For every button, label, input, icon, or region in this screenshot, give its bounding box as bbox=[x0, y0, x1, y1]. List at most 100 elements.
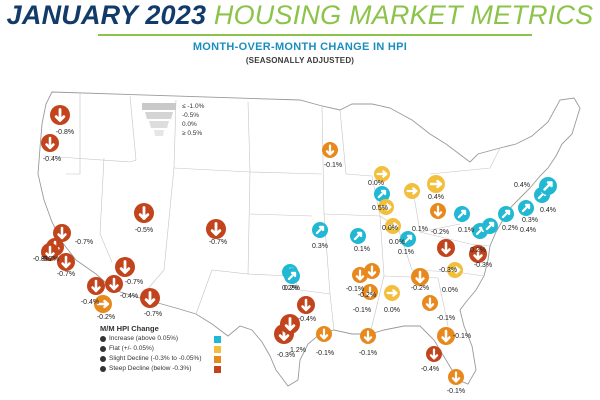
arrow-down-icon bbox=[425, 297, 435, 309]
legend-label: Increase (above 0.05%) bbox=[109, 335, 179, 342]
arrow-up-icon bbox=[543, 181, 553, 191]
marker-value-label: -0.2% bbox=[430, 229, 450, 236]
legend-swatch-slight-decline bbox=[214, 356, 221, 363]
us-map bbox=[37, 91, 581, 387]
marker-value-label: -0.4% bbox=[420, 366, 440, 373]
arrow-up-icon bbox=[287, 271, 297, 281]
market-marker-steep bbox=[426, 346, 442, 362]
market-marker-slight bbox=[316, 326, 332, 342]
arrow-down-icon bbox=[54, 108, 66, 122]
arrow-right-icon bbox=[380, 203, 392, 211]
marker-value-label: 0.2% bbox=[470, 247, 486, 254]
market-marker-slight bbox=[352, 267, 368, 283]
scale-shape-1 bbox=[142, 103, 176, 110]
legend-swatch-steep-decline bbox=[214, 366, 221, 373]
marker-value-label: 0.2% bbox=[282, 285, 298, 292]
market-marker-slight bbox=[411, 268, 429, 286]
marker-value-label: -0.1% bbox=[345, 286, 365, 293]
market-marker-steep bbox=[41, 134, 59, 152]
legend-item-steep-decline: Steep Decline (below -0.3%) bbox=[100, 365, 228, 375]
scale-label-1: ≤ -1.0% bbox=[182, 103, 205, 110]
arrow-up-icon bbox=[353, 231, 363, 241]
marker-value-label: -0.1% bbox=[436, 315, 456, 322]
marker-value-label: -0.4% bbox=[42, 156, 62, 163]
arrow-down-icon bbox=[429, 348, 439, 360]
arrow-down-icon bbox=[319, 328, 329, 340]
market-marker-increase bbox=[454, 206, 470, 222]
arrow-down-icon bbox=[415, 270, 425, 284]
marker-value-label: -0.1% bbox=[452, 333, 472, 340]
market-marker-steep bbox=[87, 277, 105, 295]
arrow-up-icon bbox=[485, 221, 495, 231]
arrow-up-icon bbox=[377, 189, 387, 199]
scale-shape-2 bbox=[145, 112, 173, 119]
arrow-down-icon bbox=[284, 317, 296, 331]
market-marker-steep bbox=[57, 253, 75, 271]
title-date: JANUARY 2023 bbox=[6, 0, 207, 30]
arrow-right-icon bbox=[406, 187, 418, 195]
scale-key-shapes bbox=[142, 103, 176, 136]
marker-value-label: 0.2% bbox=[284, 285, 300, 292]
market-marker-increase bbox=[498, 206, 514, 222]
market-marker-flat bbox=[404, 183, 420, 199]
arrow-down-icon bbox=[367, 265, 377, 277]
arrow-up-icon bbox=[403, 234, 413, 244]
arrow-down-icon bbox=[473, 247, 483, 261]
arrow-down-icon bbox=[144, 291, 156, 305]
arrow-down-icon bbox=[210, 222, 222, 236]
marker-value-label: -0.3% bbox=[438, 267, 458, 274]
marker-value-label: 0.2% bbox=[502, 225, 518, 232]
market-marker-flat bbox=[385, 218, 401, 234]
arrow-down-icon bbox=[363, 330, 373, 342]
market-marker-steep bbox=[115, 257, 135, 277]
marker-value-label: -0.1% bbox=[323, 162, 343, 169]
market-marker-slight bbox=[422, 295, 438, 311]
scale-shape-3 bbox=[149, 121, 169, 128]
arrow-down-icon bbox=[91, 279, 101, 293]
market-marker-flat bbox=[384, 285, 400, 301]
market-marker-increase bbox=[539, 177, 557, 195]
arrow-down-icon bbox=[119, 260, 131, 274]
scale-label-3: 0.0% bbox=[182, 121, 197, 128]
marker-value-label: -0.3% bbox=[276, 352, 296, 359]
arrow-up-icon bbox=[501, 209, 511, 219]
marker-value-label: 0.5% bbox=[372, 205, 388, 212]
marker-value-label: 0.0% bbox=[368, 180, 384, 187]
market-marker-steep bbox=[297, 296, 315, 314]
marker-value-label: -0.3% bbox=[473, 262, 493, 269]
arrow-right-icon bbox=[96, 299, 110, 309]
legend: M/M HPI Change Increase (above 0.05%) Fl… bbox=[100, 324, 228, 375]
markers-layer bbox=[41, 105, 557, 385]
market-marker-flat bbox=[427, 175, 445, 193]
market-marker-increase bbox=[400, 231, 416, 247]
page-title: JANUARY 2023 HOUSING MARKET METRICS bbox=[0, 0, 600, 34]
marker-value-label: -0.4% bbox=[297, 316, 317, 323]
marker-value-label: 0.4% bbox=[428, 194, 444, 201]
us-outline bbox=[37, 91, 581, 387]
market-marker-increase bbox=[482, 218, 498, 234]
legend-swatch-increase bbox=[214, 336, 221, 343]
arrow-up-icon bbox=[457, 209, 467, 219]
marker-value-label: -0.8% bbox=[32, 256, 52, 263]
arrow-down-icon bbox=[451, 371, 461, 383]
market-marker-steep bbox=[41, 243, 59, 261]
marker-value-label: -0.2% bbox=[357, 292, 377, 299]
market-marker-slight bbox=[437, 327, 455, 345]
legend-label: Steep Decline (below -0.3%) bbox=[109, 365, 192, 372]
arrow-down-icon bbox=[45, 245, 55, 259]
marker-value-label: 0.0% bbox=[442, 287, 458, 294]
market-marker-increase bbox=[374, 186, 390, 202]
market-marker-increase bbox=[284, 268, 300, 284]
market-marker-increase bbox=[312, 222, 328, 238]
market-marker-slight bbox=[322, 142, 338, 158]
legend-swatch-flat bbox=[214, 346, 221, 353]
marker-value-label: -0.7% bbox=[208, 239, 228, 246]
marker-value-label: 0.1% bbox=[398, 249, 414, 256]
marker-value-label: -0.2% bbox=[96, 314, 116, 321]
legend-bullet-icon bbox=[100, 366, 106, 372]
market-marker-steep bbox=[50, 105, 70, 125]
marker-value-label: -0.7% bbox=[56, 271, 76, 278]
arrow-down-icon bbox=[109, 277, 119, 291]
marker-value-label: 0.3% bbox=[522, 217, 538, 224]
title-topic: HOUSING MARKET METRICS bbox=[213, 0, 594, 30]
